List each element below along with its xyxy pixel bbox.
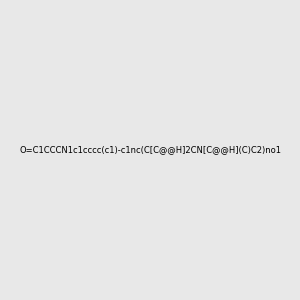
Text: O=C1CCCN1c1cccc(c1)-c1nc(C[C@@H]2CN[C@@H](C)C2)no1: O=C1CCCN1c1cccc(c1)-c1nc(C[C@@H]2CN[C@@H… — [19, 146, 281, 154]
